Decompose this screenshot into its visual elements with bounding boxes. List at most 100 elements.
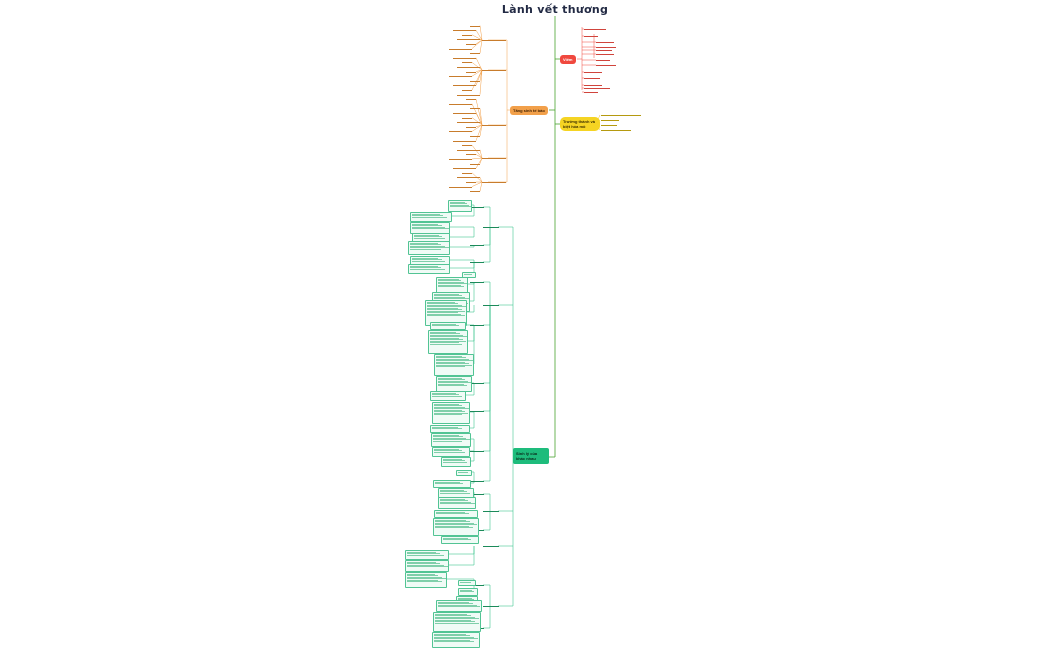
- leaf-node[interactable]: [601, 118, 619, 121]
- leaf-node[interactable]: [453, 29, 476, 32]
- leaf-node[interactable]: [601, 123, 617, 126]
- leaf-node[interactable]: [457, 121, 480, 124]
- leaf-node[interactable]: [470, 243, 484, 246]
- leaf-node[interactable]: [453, 111, 476, 114]
- leaf-node[interactable]: [449, 102, 472, 105]
- leaf-node[interactable]: [462, 171, 472, 174]
- note-box[interactable]: [462, 272, 476, 278]
- leaf-node[interactable]: [470, 162, 480, 165]
- leaf-node[interactable]: [453, 84, 476, 87]
- leaf-node[interactable]: [457, 176, 480, 179]
- leaf-node[interactable]: [584, 34, 598, 37]
- leaf-node[interactable]: [470, 205, 484, 208]
- note-box[interactable]: [405, 550, 449, 560]
- leaf-node[interactable]: [584, 83, 602, 86]
- note-box[interactable]: [405, 572, 447, 588]
- note-box[interactable]: [433, 480, 471, 488]
- leaf-node[interactable]: [470, 134, 480, 137]
- note-box[interactable]: [456, 470, 472, 476]
- note-box[interactable]: [430, 391, 466, 401]
- leaf-node[interactable]: [584, 27, 606, 30]
- note-box[interactable]: [408, 241, 450, 255]
- note-box[interactable]: [432, 632, 480, 648]
- leaf-node[interactable]: [470, 52, 480, 55]
- leaf-node[interactable]: [596, 40, 614, 43]
- note-box[interactable]: [438, 497, 476, 509]
- note-box[interactable]: [441, 536, 479, 544]
- note-box[interactable]: [431, 433, 471, 447]
- note-box[interactable]: [405, 560, 449, 572]
- leaf-node[interactable]: [584, 76, 600, 79]
- note-box[interactable]: [430, 425, 470, 433]
- leaf-node[interactable]: [466, 70, 476, 73]
- leaf-node[interactable]: [462, 144, 472, 147]
- leaf-node[interactable]: [453, 167, 476, 170]
- branch-red[interactable]: Viêm: [560, 55, 576, 64]
- leaf-node[interactable]: [466, 42, 476, 45]
- leaf-node[interactable]: [470, 479, 484, 482]
- branch-orange[interactable]: Tăng sinh tế bào: [510, 106, 548, 115]
- leaf-node[interactable]: [483, 604, 499, 607]
- note-box[interactable]: [436, 277, 468, 293]
- leaf-node[interactable]: [462, 116, 472, 119]
- leaf-node[interactable]: [449, 185, 472, 188]
- note-box[interactable]: [430, 322, 466, 330]
- leaf-node[interactable]: [466, 180, 476, 183]
- leaf-node[interactable]: [470, 24, 480, 27]
- leaf-node[interactable]: [470, 79, 480, 82]
- note-box[interactable]: [428, 330, 468, 354]
- note-box[interactable]: [425, 300, 467, 326]
- leaf-node[interactable]: [457, 65, 480, 68]
- leaf-node[interactable]: [596, 58, 610, 61]
- note-box[interactable]: [432, 447, 470, 457]
- leaf-node[interactable]: [453, 139, 476, 142]
- leaf-node[interactable]: [482, 38, 506, 41]
- leaf-node[interactable]: [470, 583, 484, 586]
- leaf-node[interactable]: [482, 123, 506, 126]
- leaf-node[interactable]: [462, 61, 472, 64]
- leaf-node[interactable]: [596, 63, 616, 66]
- note-box[interactable]: [458, 580, 476, 586]
- leaf-node[interactable]: [470, 280, 484, 283]
- leaf-node[interactable]: [584, 86, 610, 89]
- leaf-node[interactable]: [457, 148, 480, 151]
- leaf-node[interactable]: [596, 52, 614, 55]
- leaf-node[interactable]: [482, 156, 506, 159]
- leaf-node[interactable]: [466, 125, 476, 128]
- leaf-node[interactable]: [601, 128, 631, 131]
- note-box[interactable]: [448, 200, 472, 212]
- note-box[interactable]: [408, 264, 450, 274]
- note-box[interactable]: [433, 612, 481, 632]
- leaf-node[interactable]: [470, 449, 484, 452]
- leaf-node[interactable]: [482, 68, 506, 71]
- leaf-node[interactable]: [584, 70, 602, 73]
- note-box[interactable]: [410, 212, 452, 222]
- leaf-node[interactable]: [453, 56, 476, 59]
- leaf-node[interactable]: [470, 381, 484, 384]
- note-box[interactable]: [436, 600, 482, 612]
- note-box[interactable]: [433, 518, 479, 536]
- branch-green[interactable]: Sinh lý của khác nhau: [513, 448, 549, 464]
- leaf-node[interactable]: [482, 180, 506, 183]
- leaf-node[interactable]: [457, 93, 480, 96]
- note-box[interactable]: [432, 402, 470, 424]
- leaf-node[interactable]: [483, 509, 499, 512]
- leaf-node[interactable]: [449, 157, 472, 160]
- leaf-node[interactable]: [449, 75, 472, 78]
- leaf-node[interactable]: [449, 47, 472, 50]
- leaf-node[interactable]: [470, 492, 484, 495]
- leaf-node[interactable]: [470, 323, 484, 326]
- leaf-node[interactable]: [483, 544, 499, 547]
- leaf-node[interactable]: [584, 90, 598, 93]
- leaf-node[interactable]: [462, 88, 472, 91]
- note-box[interactable]: [458, 588, 478, 596]
- leaf-node[interactable]: [470, 190, 480, 193]
- leaf-node[interactable]: [614, 113, 640, 116]
- leaf-node[interactable]: [470, 409, 484, 412]
- note-box[interactable]: [441, 457, 471, 467]
- leaf-node[interactable]: [596, 45, 616, 48]
- leaf-node[interactable]: [483, 225, 499, 228]
- leaf-node[interactable]: [457, 38, 480, 41]
- leaf-node[interactable]: [470, 107, 480, 110]
- leaf-node[interactable]: [466, 153, 476, 156]
